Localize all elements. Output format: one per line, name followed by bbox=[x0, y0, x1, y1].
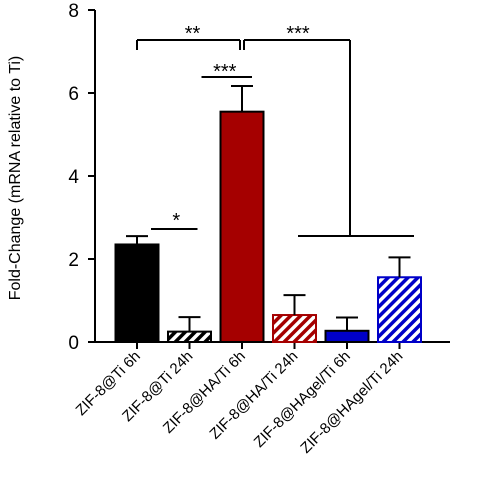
y-tick-label: 0 bbox=[68, 333, 79, 354]
bar bbox=[219, 110, 265, 343]
significance-label: ** bbox=[185, 23, 201, 45]
bar bbox=[114, 243, 160, 344]
significance-label: *** bbox=[213, 61, 237, 83]
y-tick-label: 6 bbox=[68, 84, 79, 105]
y-axis: 0 2 4 6 8 bbox=[68, 1, 96, 354]
bars bbox=[114, 84, 422, 344]
y-tick-label: 4 bbox=[68, 167, 79, 188]
x-tick-label: ZIF-8@HA/Ti 24h bbox=[206, 348, 301, 443]
y-axis-label: Fold-Change (mRNA relative to Ti) bbox=[7, 56, 24, 301]
bar bbox=[167, 330, 212, 343]
y-tick-label: 2 bbox=[68, 250, 79, 271]
y-tick-label: 8 bbox=[68, 1, 79, 22]
bar bbox=[324, 329, 370, 344]
significance-label: * bbox=[172, 210, 180, 232]
bar bbox=[377, 276, 422, 344]
x-tick-label: ZIF-8@HAgel/Ti 6h bbox=[251, 348, 354, 451]
significance-annotations: ****** *** bbox=[136, 23, 414, 237]
x-tick-label: ZIF-8@HAgel/Ti 24h bbox=[297, 348, 406, 457]
bar bbox=[272, 314, 317, 343]
significance-label: *** bbox=[286, 23, 310, 45]
